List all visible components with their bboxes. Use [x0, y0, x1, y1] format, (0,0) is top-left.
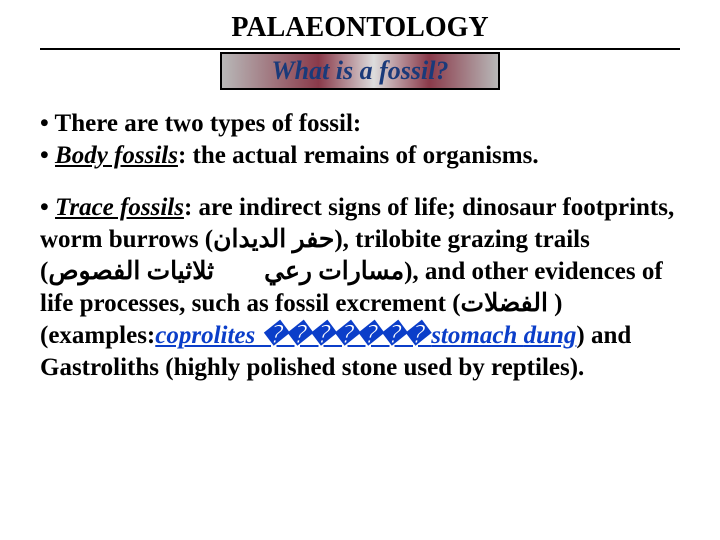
trace-fossils-paragraph: • Trace fossils: are indirect signs of l…	[40, 192, 680, 384]
body-fossils-line: • Body fossils: the actual remains of or…	[40, 140, 680, 172]
page-title: PALAEONTOLOGY	[40, 12, 680, 48]
title-divider	[40, 48, 680, 50]
trace-fossils-label: Trace fossils	[55, 194, 184, 221]
content-body: • There are two types of fossil: • Body …	[40, 108, 680, 384]
placeholder-glyphs: �������	[262, 322, 432, 349]
body-fossils-text: : the actual remains of organisms.	[178, 142, 539, 169]
spacer	[214, 258, 264, 285]
bullet-prefix: •	[40, 194, 55, 221]
bullet-prefix: •	[40, 142, 55, 169]
paragraph-gap	[40, 172, 680, 192]
dung-link[interactable]: dung	[524, 322, 577, 349]
subtitle-box: What is a fossil?	[220, 52, 500, 90]
subtitle-text: What is a fossil?	[272, 56, 449, 85]
arabic-worm-burrows: حفر الديدان	[213, 226, 334, 253]
slide-container: PALAEONTOLOGY What is a fossil? • There …	[0, 0, 720, 540]
coprolites-link[interactable]: coprolites	[155, 322, 261, 349]
arabic-grazing-a: مسارات رعي	[264, 258, 404, 285]
arabic-excrement: الفضلات	[461, 290, 548, 317]
stomach-link[interactable]: stomach	[431, 322, 523, 349]
arabic-grazing-b: ثلاثيات الفصوص	[48, 258, 214, 285]
intro-line: • There are two types of fossil:	[40, 108, 680, 140]
body-fossils-label: Body fossils	[55, 142, 178, 169]
